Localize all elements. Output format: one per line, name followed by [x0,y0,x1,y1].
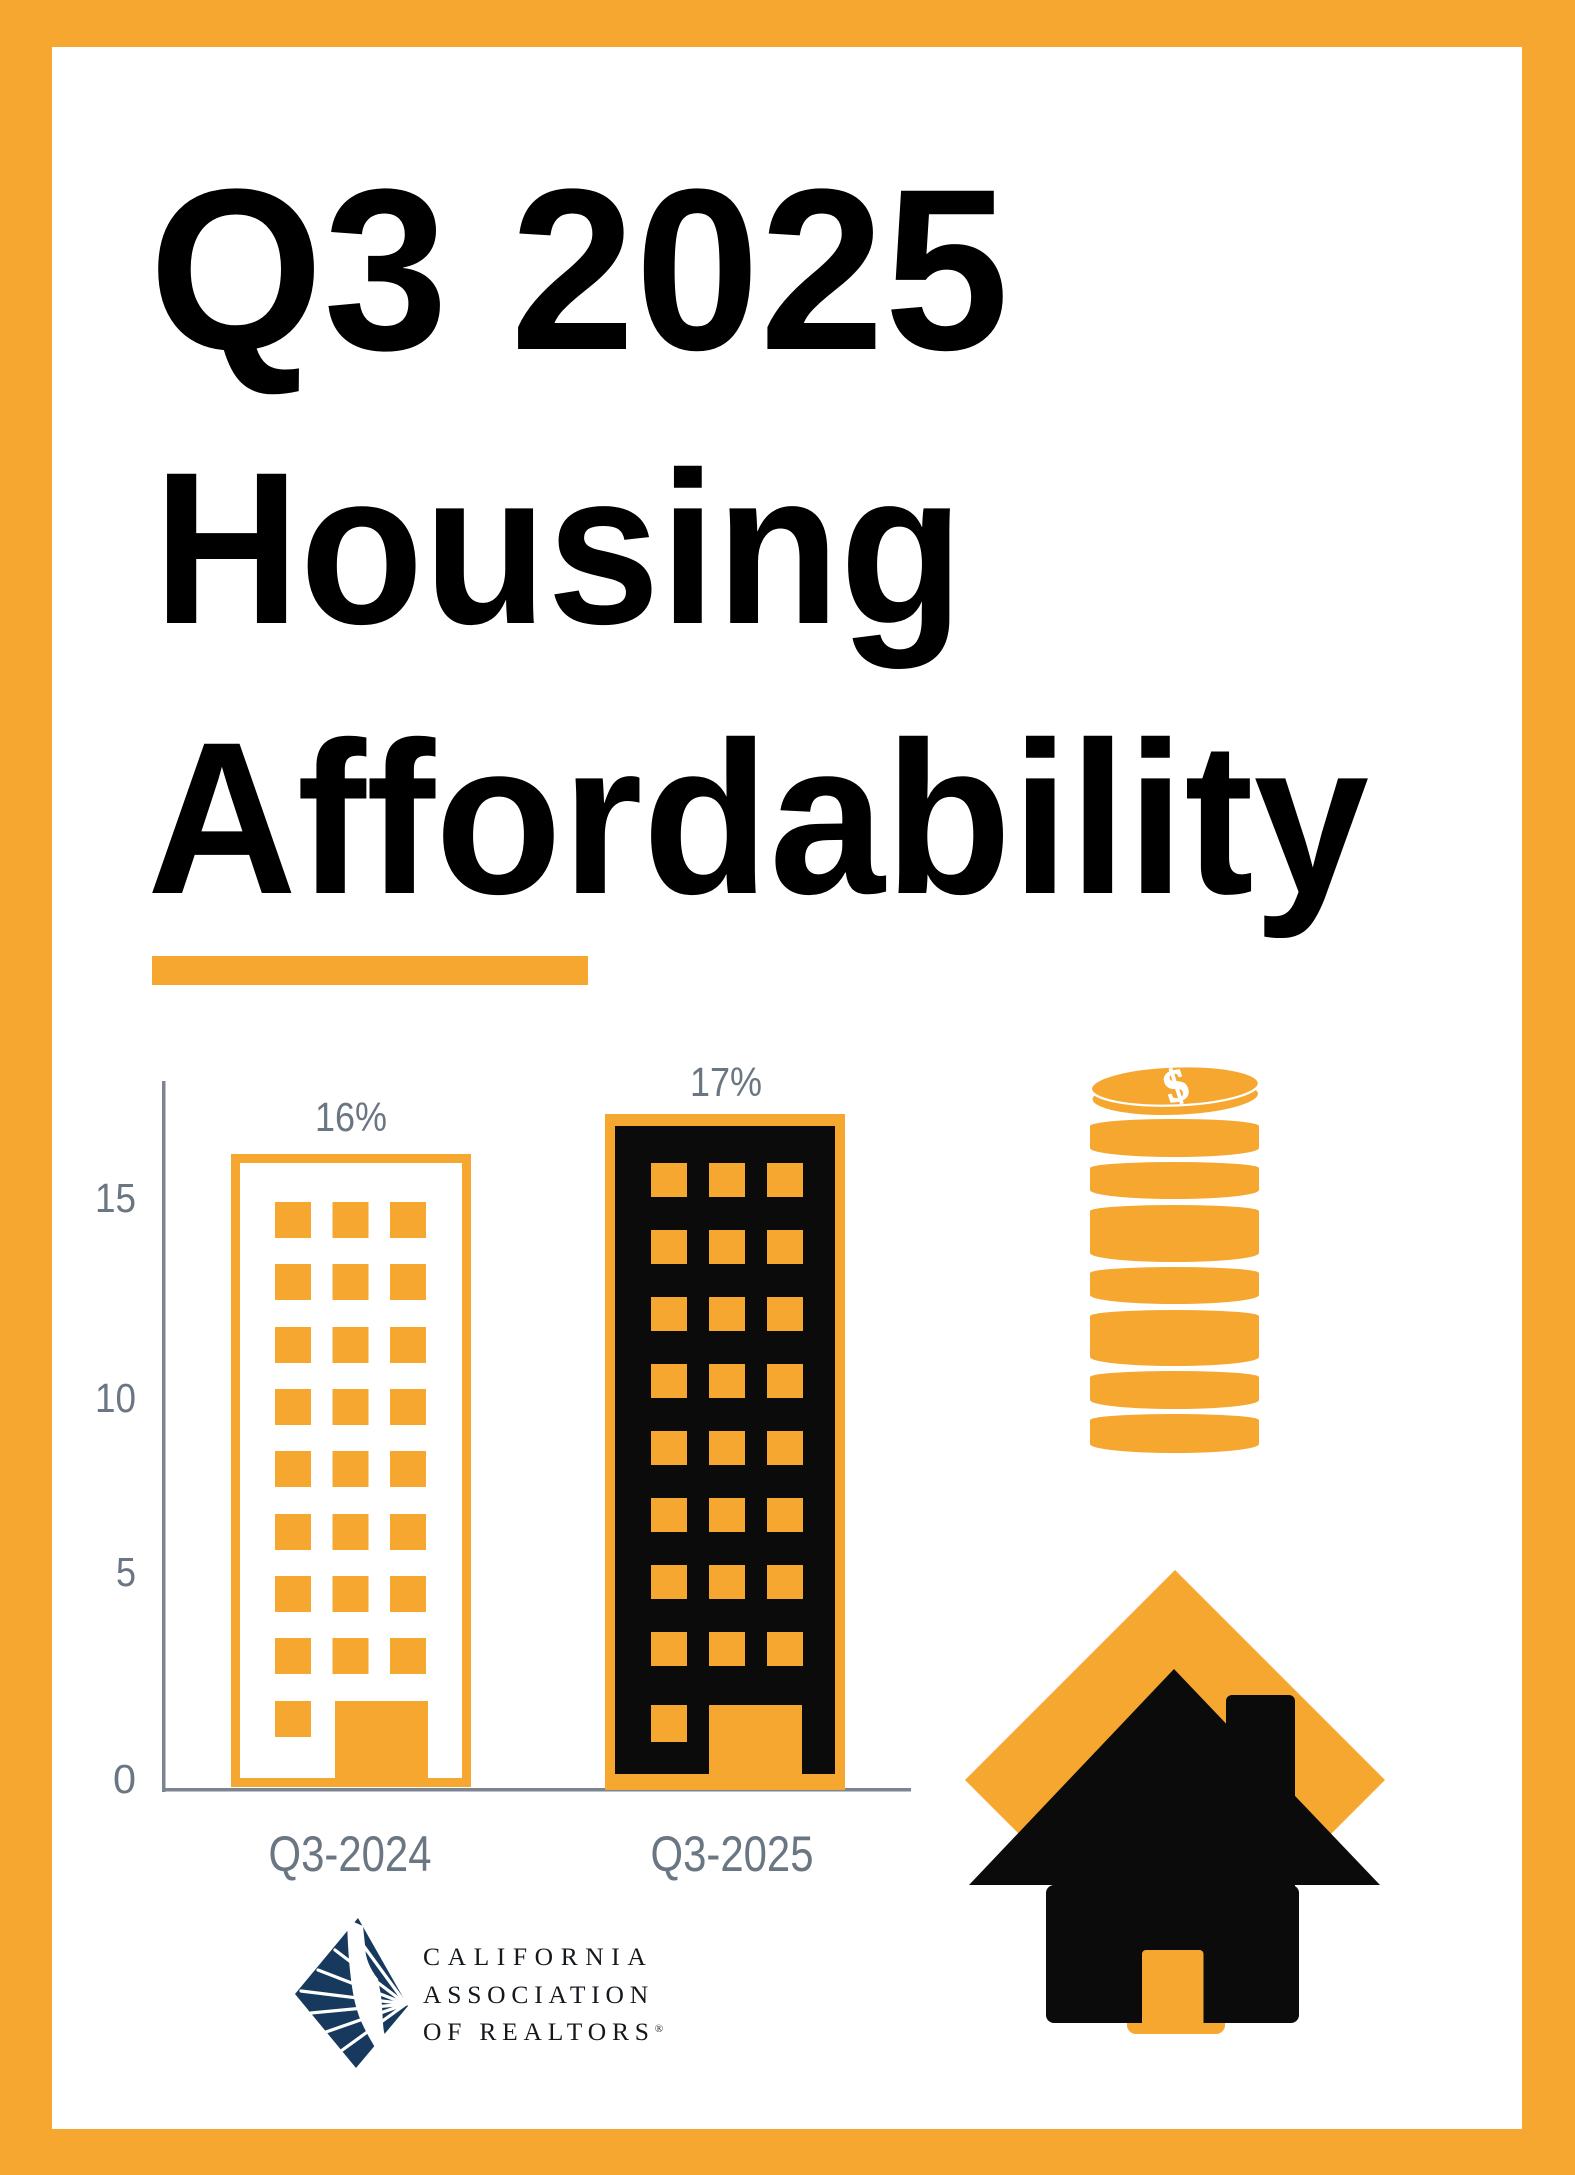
svg-text:5: 5 [116,1549,136,1595]
svg-text:OF REALTORS®: OF REALTORS® [423,2017,669,2046]
svg-text:CALIFORNIA: CALIFORNIA [423,1942,653,1971]
svg-text:17%: 17% [690,1059,762,1105]
svg-text:15: 15 [95,1175,136,1221]
svg-text:Affordability: Affordability [147,697,1369,939]
svg-text:Q3-2024: Q3-2024 [269,1826,432,1882]
svg-text:ASSOCIATION: ASSOCIATION [423,1980,654,2009]
svg-text:0: 0 [113,1756,136,1802]
svg-text:Q3-2025: Q3-2025 [651,1826,814,1882]
svg-text:Housing: Housing [154,427,964,669]
svg-text:Q3 2025: Q3 2025 [149,141,1009,398]
svg-text:10: 10 [95,1375,136,1421]
svg-text:16%: 16% [315,1094,387,1140]
